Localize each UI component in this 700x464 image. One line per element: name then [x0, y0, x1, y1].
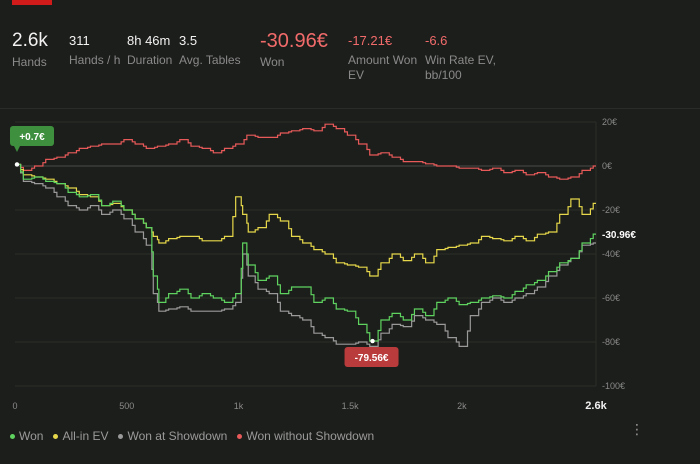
stat-amount-won-ev: -17.21€ Amount Won EV	[348, 32, 420, 83]
stat-hands-per-hour: 311 Hands / h	[69, 32, 120, 68]
stat-won: -30.96€ Won	[260, 30, 328, 70]
stat-avg-tables-label: Avg. Tables	[179, 53, 241, 67]
min-point	[370, 338, 375, 344]
stat-duration-label: Duration	[127, 53, 173, 67]
start-badge-label: +0.7€	[19, 132, 45, 143]
series-line-won-without-showdown	[15, 123, 596, 180]
legend-dot-won	[10, 433, 15, 439]
stat-hands-value: 2.6k	[12, 30, 48, 51]
y-tick-label: -20€	[602, 205, 620, 215]
stat-amount-won-ev-value: -17.21€	[348, 33, 393, 48]
y-tick-label: -60€	[602, 293, 620, 303]
stat-hands: 2.6k Hands	[12, 30, 48, 70]
legend-label-won: Won	[19, 429, 44, 443]
chart-legend: Won All-in EV Won at Showdown Won withou…	[10, 428, 374, 444]
stat-hands-label: Hands	[12, 55, 47, 69]
x-tick-label: 0	[12, 401, 17, 411]
brand-logo[interactable]	[12, 0, 52, 5]
start-point	[14, 162, 20, 167]
start-badge-pointer	[14, 146, 20, 152]
series-line-won-at-showdown	[15, 163, 596, 347]
series-line-won	[15, 163, 596, 342]
legend-label-won-without-showdown: Won without Showdown	[246, 429, 375, 443]
stat-win-rate-ev: -6.6 Win Rate EV, bb/100	[425, 32, 497, 83]
x-axis: 0 500 1k 1.5k 2k 2.6k	[12, 400, 607, 412]
legend-dot-all-in-ev	[53, 433, 59, 439]
stat-win-rate-ev-label: Win Rate EV, bb/100	[425, 53, 496, 82]
chart-grid	[15, 121, 596, 387]
end-value-label: -30.96€	[602, 230, 636, 241]
chart-lines	[15, 123, 596, 347]
stats-divider	[0, 108, 700, 109]
chart-annotations: +0.7€ -79.56€ -30.96€	[10, 126, 636, 368]
x-tick-label: 500	[119, 401, 134, 411]
stat-avg-tables: 3.5 Avg. Tables	[179, 32, 241, 68]
stat-duration: 8h 46m Duration	[127, 32, 172, 68]
y-tick-label: 0€	[602, 161, 612, 171]
x-tick-label: 2.6k	[585, 400, 607, 412]
legend-item-won-without-showdown[interactable]: Won without Showdown	[237, 428, 374, 444]
y-axis: 20€ 0€ -20€ -40€ -60€ -80€ -100€	[595, 117, 625, 391]
x-tick-label: 1.5k	[342, 401, 360, 411]
legend-item-won-at-showdown[interactable]: Won at Showdown	[118, 428, 227, 444]
top-bar	[0, 0, 700, 10]
stat-duration-value: 8h 46m	[127, 33, 171, 48]
stat-hands-per-hour-label: Hands / h	[69, 53, 121, 67]
y-tick-label: -80€	[602, 337, 620, 347]
min-badge	[344, 347, 399, 368]
winnings-chart[interactable]: 20€ 0€ -20€ -40€ -60€ -80€ -100€ 0 500 1k 1.5k 2k 2…	[0, 110, 700, 420]
x-tick-label: 2k	[457, 401, 467, 411]
x-tick-label: 1k	[234, 401, 244, 411]
stat-win-rate-ev-value: -6.6	[425, 33, 448, 48]
stat-hands-per-hour-value: 311	[69, 33, 90, 48]
legend-dot-won-without-showdown	[237, 433, 243, 439]
series-line-all-in-ev	[15, 163, 596, 277]
legend-item-won[interactable]: Won	[10, 428, 43, 444]
start-badge	[10, 126, 54, 146]
y-tick-label: 20€	[602, 117, 617, 127]
legend-label-won-at-showdown: Won at Showdown	[127, 429, 228, 443]
legend-item-all-in-ev[interactable]: All-in EV	[53, 428, 108, 444]
min-badge-label: -79.56€	[355, 353, 389, 364]
legend-label-all-in-ev: All-in EV	[62, 429, 109, 443]
stat-amount-won-ev-label: Amount Won EV	[348, 53, 418, 82]
stat-won-label: Won	[260, 55, 285, 69]
stats-bar: 2.6k Hands 311 Hands / h 8h 46m Duration…	[0, 30, 700, 92]
stat-won-value: -30.96€	[260, 30, 328, 52]
legend-dot-won-at-showdown	[118, 433, 124, 439]
y-tick-label: -100€	[602, 381, 625, 391]
stat-avg-tables-value: 3.5	[179, 33, 198, 48]
y-tick-label: -40€	[602, 249, 620, 259]
more-options-icon[interactable]: ⋮	[630, 421, 644, 437]
